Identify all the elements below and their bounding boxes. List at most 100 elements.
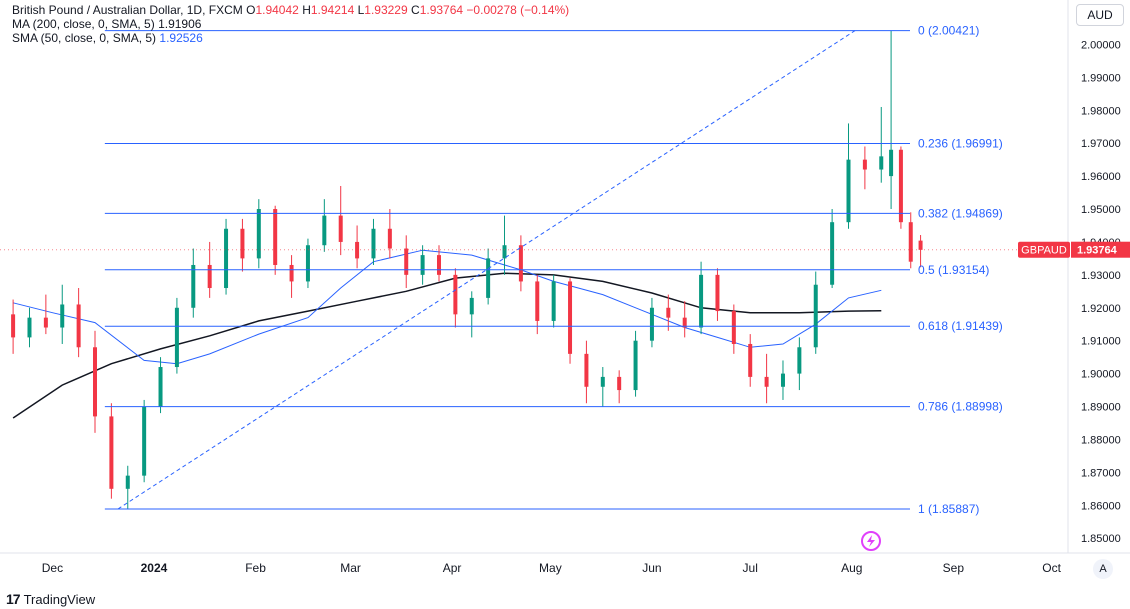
candle-body [93, 347, 98, 417]
candle-body [731, 311, 736, 344]
y-tick-label: 1.92000 [1081, 303, 1121, 315]
fib-level-label: 0 (2.00421) [918, 24, 979, 38]
x-tick-label: Apr [443, 561, 462, 575]
candle-body [617, 376, 622, 391]
y-tick-label: 1.95000 [1081, 204, 1121, 216]
x-tick-label: Feb [245, 561, 266, 575]
candle-body [633, 340, 638, 391]
candle-body [889, 149, 894, 177]
tradingview-logo[interactable]: 17 TradingView [6, 591, 95, 607]
candle-body [535, 281, 540, 321]
fib-level-label: 0.618 (1.91439) [918, 319, 1003, 333]
y-tick-label: 1.88000 [1081, 434, 1121, 446]
candle-body [813, 284, 818, 348]
candle-body [289, 264, 294, 282]
candle-body [338, 215, 343, 242]
sma50-label: SMA (50, close, 0, SMA, 5) [12, 31, 157, 45]
fib-level-label: 0.382 (1.94869) [918, 206, 1003, 220]
candles-layer [11, 30, 923, 509]
candle-body [142, 406, 147, 476]
x-tick-label: Jul [743, 561, 758, 575]
candle-body [174, 307, 179, 368]
symbol-tag-bg [1018, 241, 1070, 258]
candle-body [322, 215, 327, 246]
fib-level-label: 0.786 (1.88998) [918, 400, 1003, 414]
fib-level-label: 0.236 (1.96991) [918, 136, 1003, 150]
candle-body [486, 258, 491, 298]
candle-body [191, 264, 196, 308]
candle-body [518, 245, 523, 282]
candle-body [404, 248, 409, 275]
sma50-line [12, 249, 882, 365]
x-tick-label: Jun [642, 561, 661, 575]
y-tick-label: 1.90000 [1081, 369, 1121, 381]
y-tick-label: 1.93000 [1081, 270, 1121, 282]
candle-body [908, 222, 913, 262]
auto-scale-button[interactable]: A [1093, 559, 1113, 579]
x-tick-label: Aug [841, 561, 862, 575]
candle-body [764, 376, 769, 387]
y-tick-label: 1.87000 [1081, 467, 1121, 479]
sma50-legend-row[interactable]: SMA (50, close, 0, SMA, 5) 1.92526 [12, 31, 569, 45]
candle-body [830, 222, 835, 285]
tradingview-logo-icon: 17 [6, 591, 21, 607]
candle-body [11, 314, 16, 338]
candle-body [436, 255, 441, 275]
y-tick-label: 1.86000 [1081, 500, 1121, 512]
candle-body [158, 367, 163, 407]
symbol-title: British Pound / Australian Dollar, 1D, F… [12, 3, 243, 17]
high-label: H [302, 3, 311, 17]
close-label: C [411, 3, 420, 17]
fib-retracement-layer[interactable]: 0 (2.00421) 0.236 (1.96991) 0.382 (1.94869… [104, 24, 1003, 516]
candle-body [649, 307, 654, 341]
ma200-label: MA (200, close, 0, SMA, 5) [12, 17, 155, 31]
candle-body [27, 317, 32, 338]
x-tick-label: Sep [943, 561, 965, 575]
currency-button[interactable]: AUD [1076, 4, 1124, 26]
candle-body [76, 304, 81, 348]
x-tick-label: Dec [42, 561, 63, 575]
time-axis[interactable]: Dec 2024 Feb Mar Apr May Jun Jul Aug Sep Oct [0, 552, 1130, 575]
lightning-bolt-icon[interactable] [860, 530, 882, 552]
candle-body [224, 228, 229, 289]
symbol-row[interactable]: British Pound / Australian Dollar, 1D, F… [12, 3, 569, 17]
candle-body [551, 281, 556, 321]
y-tick-label: 1.97000 [1081, 138, 1121, 150]
x-tick-label: Oct [1042, 561, 1061, 575]
y-tick-label: 1.89000 [1081, 402, 1121, 414]
candle-body [207, 264, 212, 289]
symbol-tag: GBPAUD [1021, 245, 1067, 257]
sma50-line-layer [12, 249, 882, 365]
candle-body [846, 159, 851, 223]
candle-body [453, 274, 458, 315]
candle-body [387, 228, 392, 249]
close-value: 1.93764 [419, 3, 464, 17]
high-value: 1.94214 [310, 3, 355, 17]
price-tag-bg [1071, 241, 1130, 258]
candle-body [43, 317, 48, 328]
candle-body [666, 307, 671, 318]
candle-body [273, 209, 278, 265]
candle-body [748, 343, 753, 377]
candle-body [682, 317, 687, 328]
candle-body [715, 274, 720, 312]
low-label: L [357, 3, 365, 17]
fib-level-label: 1 (1.85887) [918, 502, 979, 516]
ma200-value: 1.91906 [158, 17, 202, 31]
candle-body [502, 245, 507, 259]
x-tick-label: May [539, 561, 562, 575]
candle-body [109, 416, 114, 489]
candle-body [371, 228, 376, 259]
y-tick-label: 1.96000 [1081, 171, 1121, 183]
ma200-legend-row[interactable]: MA (200, close, 0, SMA, 5) 1.91906 [12, 17, 569, 31]
price-tag-value: 1.93764 [1077, 245, 1118, 257]
candle-body [879, 156, 884, 170]
open-label: O [246, 3, 256, 17]
price-axis[interactable]: 2.010002.000001.990001.980001.970001.960… [1067, 0, 1121, 553]
x-tick-label: Mar [340, 561, 361, 575]
y-tick-label: 1.99000 [1081, 72, 1121, 84]
y-tick-label: 1.98000 [1081, 105, 1121, 117]
y-tick-label: 2.00000 [1081, 39, 1121, 51]
candle-body [898, 149, 903, 223]
